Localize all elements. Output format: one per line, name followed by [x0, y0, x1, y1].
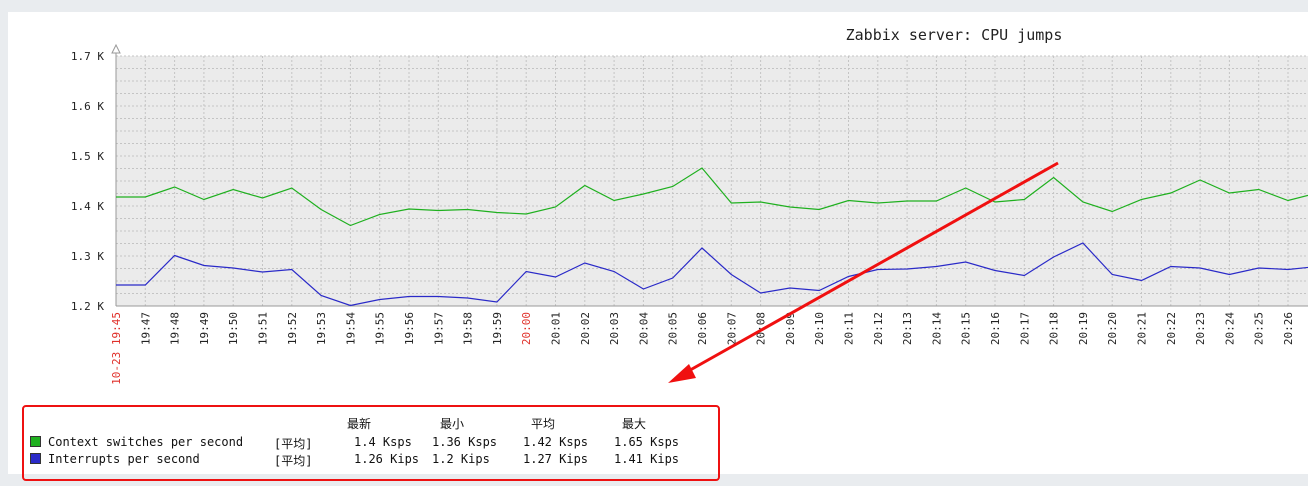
x-tick-label: 20:25 — [1253, 312, 1266, 345]
x-tick-label: 20:00 — [520, 312, 533, 345]
legend-min-context: 1.36 Ksps — [432, 435, 498, 449]
x-tick-label: 19:53 — [315, 312, 328, 345]
annotation-arrowhead-icon — [668, 364, 696, 383]
x-tick-label: 20:05 — [667, 312, 680, 345]
x-tick-label: 19:58 — [462, 312, 475, 345]
graph-title: Zabbix server: CPU jumps — [846, 26, 1063, 44]
x-tick-label: 20:10 — [813, 312, 826, 345]
legend-header-max: 最大 — [622, 417, 647, 431]
legend-swatch-context — [30, 436, 41, 447]
x-tick-label: 19:52 — [286, 312, 299, 345]
legend-name-interrupts: Interrupts per second — [48, 452, 200, 466]
x-tick-label: 20:24 — [1223, 312, 1236, 345]
x-tick-label: 19:59 — [491, 312, 504, 345]
legend-last-interrupts: 1.26 Kips — [354, 452, 420, 466]
x-tick-label: 19:56 — [403, 312, 416, 345]
x-tick-label: 20:01 — [550, 312, 563, 345]
legend-avg-context: 1.42 Ksps — [523, 435, 589, 449]
legend-name-context: Context switches per second — [48, 435, 244, 449]
legend-box: 最新 最小 平均 最大 Context switches per second … — [22, 405, 720, 481]
y-tick-label: 1.3 K — [71, 250, 104, 263]
legend-swatch-interrupts — [30, 453, 41, 464]
x-tick-label: 20:13 — [901, 312, 914, 345]
graph-panel: Zabbix server: CPU jumps 1.2 K 1.3 K 1.4 K… — [8, 12, 1308, 481]
x-tick-label: 20:15 — [960, 312, 973, 345]
legend-max-interrupts: 1.41 Kips — [614, 452, 680, 466]
y-tick-label: 1.5 K — [71, 150, 104, 163]
series-context-switches-line — [116, 167, 1308, 227]
x-tick-label: 19:55 — [374, 312, 387, 345]
legend-func-context: [平均] — [274, 437, 313, 451]
y-tick-label: 1.4 K — [71, 200, 104, 213]
x-tick-label: 20:02 — [579, 312, 592, 345]
x-tick-label: 19:47 — [139, 312, 152, 345]
x-tick-label: 20:19 — [1077, 312, 1090, 345]
legend-max-context: 1.65 Ksps — [614, 435, 680, 449]
x-tick-label: 20:06 — [696, 312, 709, 345]
legend-header-min: 最小 — [440, 417, 465, 431]
legend-min-interrupts: 1.2 Kips — [432, 452, 490, 466]
x-tick-label: 20:23 — [1194, 312, 1207, 345]
legend-func-interrupts: [平均] — [274, 454, 313, 468]
x-tick-label: 19:49 — [198, 312, 211, 345]
x-tick-label: 19:50 — [227, 312, 240, 345]
legend-last-context: 1.4 Ksps — [354, 435, 412, 449]
x-tick-label: 20:03 — [608, 312, 621, 345]
cpu-jumps-graph: Zabbix server: CPU jumps 1.2 K 1.3 K 1.4 K… — [71, 26, 1308, 385]
x-tick-label: 19:57 — [432, 312, 445, 345]
x-tick-label: 20:12 — [872, 312, 885, 345]
x-tick-label: 20:20 — [1106, 312, 1119, 345]
x-tick-label: 20:26 — [1282, 312, 1295, 345]
x-tick-label: 20:16 — [989, 312, 1002, 345]
legend-avg-interrupts: 1.27 Kips — [523, 452, 589, 466]
series-interrupts-line — [116, 242, 1308, 307]
legend-header-avg: 平均 — [531, 417, 556, 431]
y-tick-label: 1.7 K — [71, 50, 104, 63]
y-tick-label: 1.2 K — [71, 300, 104, 313]
y-axis-arrow-icon — [111, 43, 121, 54]
x-tick-label: 20:18 — [1048, 312, 1061, 345]
x-tick-label: 20:09 — [784, 312, 797, 345]
x-tick-label: 19:51 — [257, 312, 270, 345]
x-tick-label: 20:14 — [930, 312, 943, 345]
y-tick-label: 1.6 K — [71, 100, 104, 113]
x-tick-label: 19:48 — [169, 312, 182, 345]
x-tick-label: 20:17 — [1018, 312, 1031, 345]
x-tick-label: 20:04 — [637, 312, 650, 345]
x-tick-label: 20:22 — [1165, 312, 1178, 345]
x-tick-label: 20:07 — [725, 312, 738, 345]
x-tick-label: 20:21 — [1136, 312, 1149, 345]
annotation-arrow-line — [675, 161, 1059, 380]
x-tick-label: 19:54 — [344, 312, 357, 345]
legend-header-last: 最新 — [347, 417, 372, 431]
x-tick-label: 20:11 — [843, 312, 856, 345]
x-tick-label: 10-23 19:45 — [110, 312, 123, 385]
